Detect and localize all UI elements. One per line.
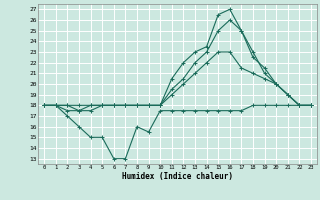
X-axis label: Humidex (Indice chaleur): Humidex (Indice chaleur) (122, 172, 233, 181)
